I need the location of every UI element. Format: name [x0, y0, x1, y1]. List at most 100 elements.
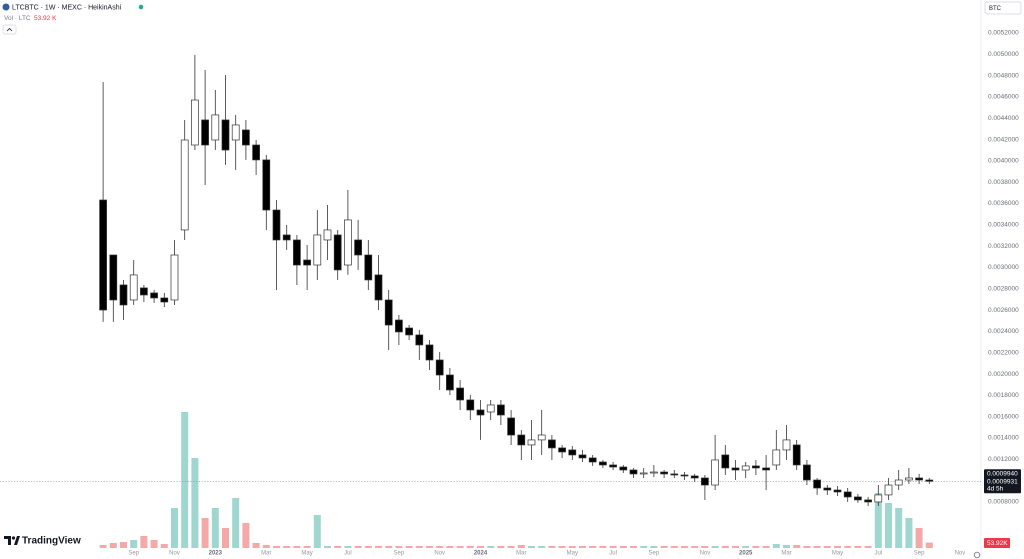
candle-body — [456, 387, 464, 401]
candle-body — [486, 404, 495, 413]
volume-bar — [548, 546, 556, 548]
volume-bar — [181, 412, 189, 548]
candle-body — [599, 461, 607, 466]
candle-body — [782, 439, 791, 451]
volume-bar — [834, 546, 841, 548]
candle-body — [558, 447, 566, 453]
candle-body — [650, 471, 658, 474]
y-tick-label: 0.0012000 — [988, 456, 1019, 463]
volume-bar — [650, 546, 658, 548]
volume-bar — [262, 545, 270, 548]
volume-bar — [487, 546, 495, 548]
candle-body — [211, 114, 220, 141]
candle-body — [527, 439, 536, 446]
y-tick-label: 0.0016000 — [988, 413, 1019, 420]
y-tick-label: 0.0018000 — [988, 392, 1019, 399]
volume-bar — [691, 546, 699, 548]
x-tick-label: May — [301, 551, 312, 557]
candle-body — [374, 274, 383, 301]
volume-bar — [823, 546, 831, 548]
volume-bar — [466, 546, 474, 548]
candle-body — [762, 467, 770, 471]
volume-bar — [364, 546, 372, 548]
x-tick-label: Sep — [128, 551, 139, 557]
y-tick-label: 0.0014000 — [988, 435, 1019, 442]
candle-body — [701, 477, 709, 486]
collapse-button[interactable] — [2, 24, 17, 35]
candle-body — [384, 299, 393, 326]
x-tick-label: May — [567, 551, 578, 557]
currency-label: BTC — [989, 6, 1002, 12]
candle-body — [231, 124, 240, 141]
candle-body — [170, 254, 179, 301]
candle-body — [884, 484, 893, 496]
candle-body — [497, 404, 505, 416]
volume-bar — [772, 544, 780, 548]
candle-body — [548, 439, 556, 449]
candle-body — [354, 239, 362, 256]
volume-bar — [813, 546, 821, 548]
volume-bar — [752, 546, 760, 548]
candle-body — [752, 465, 760, 469]
volume-bar — [783, 545, 790, 548]
y-tick-label: 0.0040000 — [988, 158, 1019, 165]
candle-body — [680, 474, 689, 477]
volume-bar — [885, 503, 892, 548]
y-tick-label: 0.0052000 — [988, 30, 1019, 37]
candle-body — [395, 319, 403, 333]
candle-body — [282, 234, 291, 241]
candle-body — [843, 491, 852, 498]
candle-body — [191, 99, 199, 146]
y-tick-label: 0.0034000 — [988, 222, 1019, 229]
volume-bar — [711, 546, 719, 548]
x-tick-label: Mar — [781, 551, 791, 557]
volume-bar — [415, 546, 423, 548]
candle-body — [823, 487, 832, 491]
symbol-icon — [2, 3, 10, 11]
candle-body — [221, 119, 230, 151]
candle-body — [333, 234, 342, 271]
candle-body — [639, 472, 648, 475]
y-tick-label: 0.0008000 — [988, 499, 1019, 506]
logo-mark — [4, 536, 11, 545]
y-tick-label: 0.0042000 — [988, 136, 1019, 143]
y-tick-label: 0.0050000 — [988, 51, 1019, 58]
x-tick-label: Sep — [649, 551, 660, 557]
currency-button[interactable] — [984, 1, 1022, 15]
volume-bar — [171, 508, 178, 548]
candle-body — [293, 239, 301, 266]
candle-body — [344, 219, 352, 266]
volume-bar — [456, 546, 464, 548]
candle-body — [894, 479, 903, 486]
volume-bar — [599, 546, 607, 548]
candle-body — [537, 434, 546, 441]
x-tick-label: May — [832, 551, 843, 557]
candle-body — [803, 464, 811, 481]
volume-bar — [854, 546, 862, 548]
volume-bar — [109, 543, 117, 548]
volume-bar — [303, 546, 311, 548]
candle-body — [99, 199, 107, 311]
volume-bar — [293, 546, 301, 548]
volume-bar — [405, 546, 413, 548]
volume-value: 53.92 K — [34, 15, 57, 22]
x-tick-label: 2025 — [739, 551, 753, 557]
volume-bar — [915, 528, 923, 548]
volume-bar — [211, 508, 219, 548]
logo-dot — [11, 536, 16, 540]
y-tick-label: 0.0028000 — [988, 286, 1019, 293]
candle-body — [242, 129, 250, 146]
volume-bar — [222, 528, 229, 548]
prev-price-label: 0.0009931 — [987, 479, 1018, 486]
candle-body — [905, 477, 913, 481]
candle-body — [364, 254, 373, 281]
candle-body — [201, 119, 209, 146]
candle-body — [119, 284, 128, 306]
x-tick-label: Jul — [609, 551, 617, 557]
volume-bar — [538, 546, 546, 548]
settings-icon[interactable] — [973, 551, 981, 559]
x-tick-label: Nov — [700, 551, 711, 557]
volume-bar — [334, 546, 342, 548]
